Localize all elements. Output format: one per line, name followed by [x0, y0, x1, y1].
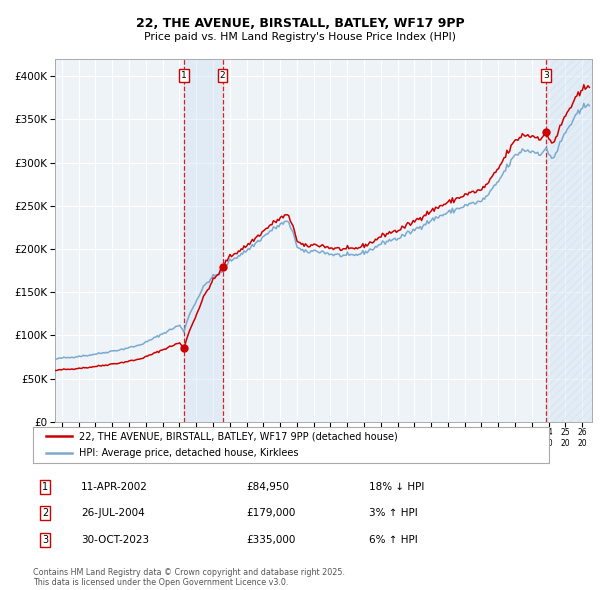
Text: 2: 2 — [42, 509, 48, 518]
Text: 3: 3 — [42, 535, 48, 545]
Text: 22, THE AVENUE, BIRSTALL, BATLEY, WF17 9PP: 22, THE AVENUE, BIRSTALL, BATLEY, WF17 9… — [136, 17, 464, 30]
Text: 22, THE AVENUE, BIRSTALL, BATLEY, WF17 9PP (detached house): 22, THE AVENUE, BIRSTALL, BATLEY, WF17 9… — [79, 431, 398, 441]
Text: 1: 1 — [181, 71, 187, 80]
Text: £335,000: £335,000 — [246, 535, 295, 545]
Text: 2: 2 — [220, 71, 226, 80]
Text: 30-OCT-2023: 30-OCT-2023 — [81, 535, 149, 545]
Text: 3: 3 — [543, 71, 548, 80]
Text: Price paid vs. HM Land Registry's House Price Index (HPI): Price paid vs. HM Land Registry's House … — [144, 32, 456, 42]
Text: Contains HM Land Registry data © Crown copyright and database right 2025.
This d: Contains HM Land Registry data © Crown c… — [33, 568, 345, 587]
Bar — [184, 59, 223, 422]
Text: 11-APR-2002: 11-APR-2002 — [81, 482, 148, 491]
Bar — [546, 59, 592, 422]
Text: 3% ↑ HPI: 3% ↑ HPI — [369, 509, 418, 518]
Text: 6% ↑ HPI: 6% ↑ HPI — [369, 535, 418, 545]
Text: 1: 1 — [42, 482, 48, 491]
Text: 26-JUL-2004: 26-JUL-2004 — [81, 509, 145, 518]
Text: HPI: Average price, detached house, Kirklees: HPI: Average price, detached house, Kirk… — [79, 448, 299, 458]
Text: £179,000: £179,000 — [246, 509, 295, 518]
Text: 18% ↓ HPI: 18% ↓ HPI — [369, 482, 424, 491]
Text: £84,950: £84,950 — [246, 482, 289, 491]
